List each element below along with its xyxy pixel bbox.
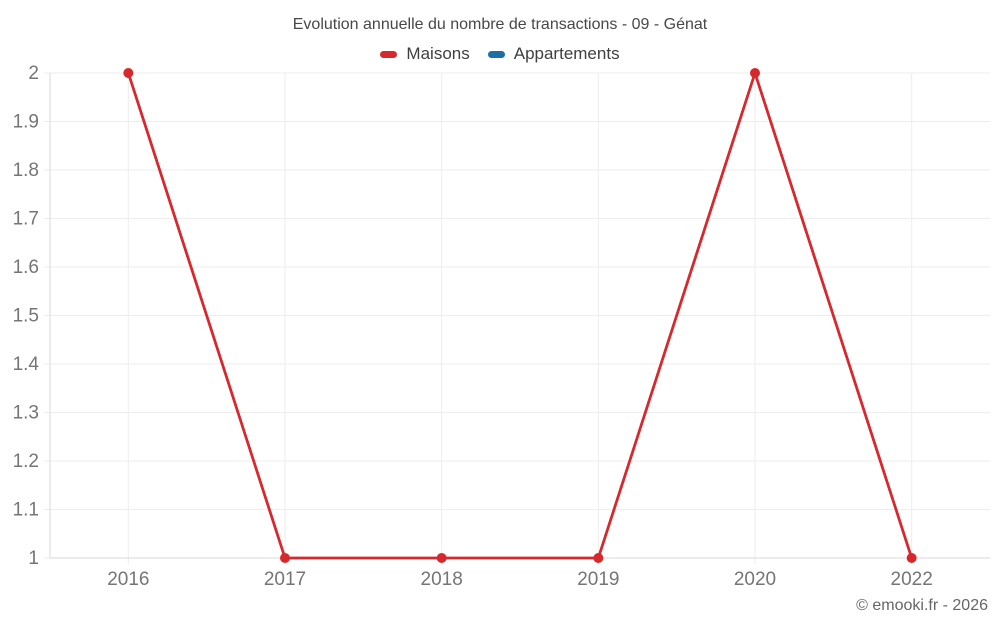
legend-item-maisons[interactable]: Maisons: [380, 44, 470, 64]
data-point-maisons[interactable]: [750, 68, 760, 78]
data-point-maisons[interactable]: [906, 553, 917, 563]
y-tick-label: 1.2: [13, 451, 39, 472]
y-tick-label: 1.6: [13, 257, 39, 278]
series-line-maisons: [126, 71, 914, 560]
x-tick-label: 2018: [421, 569, 463, 590]
legend-label: Appartements: [513, 44, 620, 63]
x-tick-label: 2019: [577, 569, 619, 590]
y-tick-label: 2: [28, 63, 39, 84]
y-tick-label: 1.5: [13, 306, 39, 327]
legend: Maisons Appartements: [0, 44, 1000, 64]
y-tick-label: 1.8: [13, 160, 39, 181]
x-tick-label: 2016: [107, 569, 149, 590]
y-tick-label: 1.4: [13, 354, 40, 375]
data-point-maisons[interactable]: [123, 68, 134, 78]
legend-swatch-appartements: [487, 50, 505, 58]
legend-label: Maisons: [406, 44, 470, 63]
y-tick-label: 1.9: [13, 112, 39, 133]
x-tick-label: 2020: [734, 569, 776, 590]
data-point-maisons[interactable]: [436, 553, 447, 563]
data-point-maisons[interactable]: [593, 553, 604, 563]
y-tick-label: 1.7: [13, 209, 39, 230]
y-tick-label: 1.3: [13, 403, 39, 424]
y-tick-label: 1.1: [13, 500, 39, 521]
data-point-maisons[interactable]: [280, 553, 290, 563]
legend-swatch-maisons: [380, 50, 398, 58]
x-tick-label: 2017: [264, 569, 306, 590]
chart-title: Evolution annuelle du nombre de transact…: [292, 16, 708, 33]
credit-watermark: © emooki.fr - 2026: [856, 597, 988, 614]
legend-item-appartements[interactable]: Appartements: [487, 44, 620, 64]
x-tick-label: 2022: [891, 569, 933, 590]
y-tick-label: 1: [28, 548, 39, 569]
